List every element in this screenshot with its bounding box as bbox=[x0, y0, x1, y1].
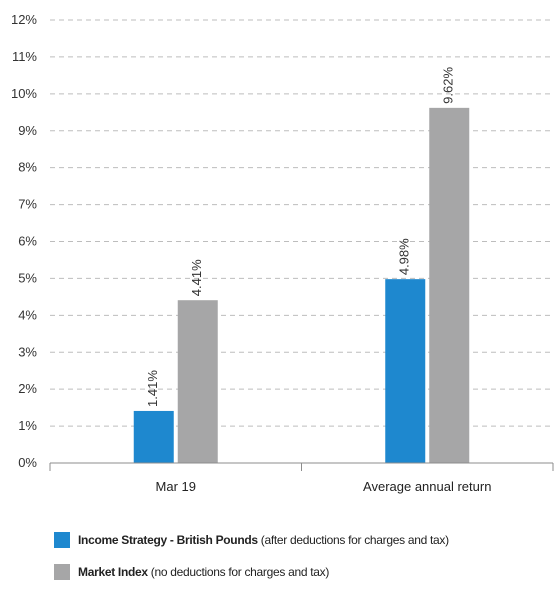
bar-value-label: 4.41% bbox=[189, 259, 204, 296]
bar-chart: 0% 1% 2% 3% 4% 5% 6% 7% 8% 9% 10% 11% 12% 1.41% 4.41%… bbox=[11, 12, 554, 494]
legend-item-income-strategy: Income Strategy - British Pounds (after … bbox=[54, 530, 449, 550]
bar bbox=[177, 300, 218, 463]
y-tick-label: 7% bbox=[18, 197, 37, 212]
bars bbox=[133, 107, 470, 463]
bar bbox=[385, 279, 426, 463]
y-tick-label: 3% bbox=[18, 344, 37, 359]
bar-value-label: 1.41% bbox=[145, 370, 160, 407]
legend: Income Strategy - British Pounds (after … bbox=[54, 530, 449, 594]
x-tick-label: Mar 19 bbox=[156, 479, 196, 494]
grid-lines bbox=[50, 19, 553, 427]
bar-value-labels: 1.41% 4.41% 4.98% 9.62% bbox=[145, 67, 456, 407]
y-tick-label: 11% bbox=[12, 49, 37, 64]
y-tick-label: 2% bbox=[18, 381, 37, 396]
x-tick-label: Average annual return bbox=[363, 479, 491, 494]
legend-item-market-index: Market Index (no deductions for charges … bbox=[54, 562, 449, 582]
bar bbox=[429, 107, 470, 463]
y-tick-label: 10% bbox=[11, 86, 37, 101]
x-axis: Mar 19 Average annual return bbox=[49, 462, 554, 494]
y-tick-label: 9% bbox=[18, 123, 37, 138]
y-tick-label: 6% bbox=[18, 234, 37, 249]
legend-swatch-income-strategy bbox=[54, 532, 70, 548]
legend-swatch-market-index bbox=[54, 564, 70, 580]
y-tick-label: 5% bbox=[18, 270, 37, 285]
bar-value-label: 9.62% bbox=[441, 67, 456, 104]
y-tick-label: 12% bbox=[11, 12, 37, 27]
y-tick-label: 4% bbox=[18, 307, 37, 322]
y-tick-label: 0% bbox=[18, 455, 37, 470]
y-tick-label: 8% bbox=[18, 160, 37, 175]
legend-label-market-index: Market Index bbox=[78, 565, 148, 579]
legend-label-income-strategy: Income Strategy - British Pounds bbox=[78, 533, 258, 547]
bar bbox=[133, 410, 174, 463]
legend-note-income-strategy: (after deductions for charges and tax) bbox=[260, 533, 449, 547]
y-axis-tick-labels: 0% 1% 2% 3% 4% 5% 6% 7% 8% 9% 10% 11% 12% bbox=[11, 12, 37, 470]
legend-note-market-index: (no deductions for charges and tax) bbox=[150, 565, 330, 579]
bar-value-label: 4.98% bbox=[397, 238, 412, 275]
y-tick-label: 1% bbox=[18, 418, 37, 433]
